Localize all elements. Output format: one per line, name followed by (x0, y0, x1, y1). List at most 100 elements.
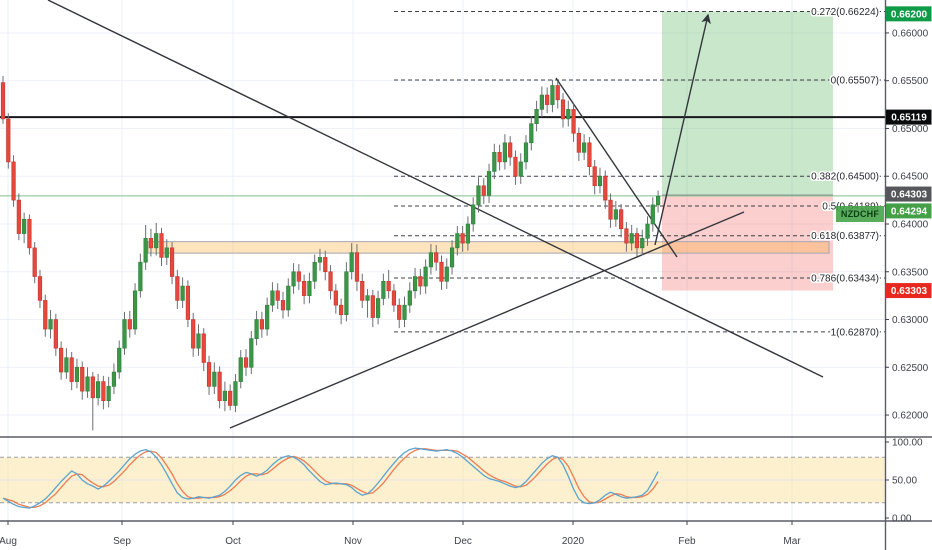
price-tick-label: 0.63000 (892, 315, 929, 326)
bull-candle (423, 266, 428, 287)
bull-candle (582, 142, 587, 153)
support-zone-rect[interactable] (147, 241, 830, 254)
bear-candle (228, 390, 233, 406)
oscillator-tick-label: 50.00 (892, 476, 917, 487)
bull-candle (529, 123, 534, 144)
bear-candle (333, 290, 338, 306)
stochastic-pane (0, 447, 885, 509)
bear-candle (159, 233, 164, 258)
bear-candle (101, 381, 106, 402)
bull-candle (85, 376, 90, 392)
fib-retracement[interactable]: 0.272(0.66224) 0(0.65507) 0.382(0.64500) 0.… (394, 6, 885, 340)
bull-candle (164, 247, 169, 258)
bear-candle (397, 304, 402, 320)
bear-candle (545, 94, 550, 105)
bear-candle (302, 281, 307, 296)
bear-candle (391, 290, 397, 306)
trendline-drawing[interactable] (555, 77, 678, 258)
bull-candle (212, 371, 217, 387)
bear-candle (243, 357, 249, 368)
bull-candle (286, 285, 291, 311)
bull-candle (238, 357, 243, 382)
bear-candle (354, 252, 360, 282)
fib-level-label: 0(0.65507) (831, 76, 879, 87)
stochastic-d-line (2, 448, 659, 509)
bear-candle (32, 247, 37, 277)
bear-candle (27, 218, 32, 249)
drawing-zones[interactable] (147, 11, 833, 291)
bull-candle (74, 366, 80, 382)
bear-candle (508, 142, 513, 158)
price-tick-label: 0.64500 (892, 172, 929, 183)
bear-candle (296, 271, 301, 282)
bull-candle (117, 347, 122, 373)
bear-candle (460, 233, 465, 244)
bull-candle (650, 204, 655, 225)
bull-candle (492, 152, 497, 172)
stochastic-k-line (2, 447, 659, 509)
bull-candle (449, 247, 455, 268)
bull-candle (349, 252, 354, 273)
bear-candle (59, 347, 64, 373)
bull-candle (444, 266, 449, 282)
bear-candle (80, 366, 85, 392)
bull-candle (317, 257, 323, 263)
price-badge-label: 0.65119 (891, 113, 927, 124)
bull-candle (402, 304, 407, 320)
trendline-drawing[interactable] (47, 0, 824, 378)
bull-candle (428, 252, 434, 268)
bull-candle (534, 109, 539, 124)
bear-candle (43, 300, 48, 330)
trendline-drawings[interactable] (0, 0, 885, 429)
price-badge (886, 6, 932, 22)
bear-candle (634, 233, 640, 249)
bull-candle (64, 357, 69, 373)
bear-candle (16, 199, 21, 234)
bull-candle (381, 281, 386, 299)
bull-candle (476, 185, 481, 206)
bull-candle (233, 381, 238, 406)
time-tick-label: Nov (344, 536, 362, 547)
time-tick-label: Sep (113, 536, 131, 547)
long-position-loss-zone[interactable] (662, 195, 833, 291)
bear-candle (439, 261, 444, 282)
bull-candle (465, 223, 471, 244)
bull-candle (249, 338, 254, 368)
bull-candle (523, 142, 529, 163)
bear-candle (206, 362, 212, 387)
bear-candle (0, 82, 6, 120)
bear-candle (370, 295, 375, 318)
bear-candle (360, 281, 365, 301)
bull-candle (539, 94, 544, 110)
bull-candle (154, 233, 159, 249)
bull-candle (222, 390, 227, 402)
fib-level-label: 0.272(0.66224) (811, 7, 879, 18)
bear-candle (217, 371, 222, 402)
bear-candle (90, 376, 95, 399)
trendline-drawing[interactable] (229, 211, 745, 429)
long-position-profit-zone[interactable] (662, 11, 833, 196)
fib-level-label: 0.382(0.64500) (811, 172, 879, 183)
bear-candle (280, 300, 286, 311)
bull-candle (344, 271, 349, 316)
bull-candle (138, 261, 143, 292)
arrow-drawing[interactable] (654, 13, 711, 246)
fib-level-label: 0.786(0.63434) (811, 274, 879, 285)
price-badge-label: 0.66200 (891, 9, 928, 20)
bull-candle (613, 209, 618, 220)
bull-candle (365, 295, 370, 301)
fib-level-label: 1(0.62870) (831, 327, 879, 338)
bear-candle (339, 304, 344, 316)
time-tick-label: 2020 (562, 536, 585, 547)
bull-candle (22, 218, 27, 234)
price-badge (886, 203, 932, 219)
bear-candle (576, 132, 581, 153)
bear-candle (587, 142, 592, 167)
price-tick-label: 0.62000 (892, 411, 929, 422)
bear-candle (69, 357, 74, 382)
bull-candle (48, 319, 53, 330)
bull-candle (265, 304, 270, 330)
